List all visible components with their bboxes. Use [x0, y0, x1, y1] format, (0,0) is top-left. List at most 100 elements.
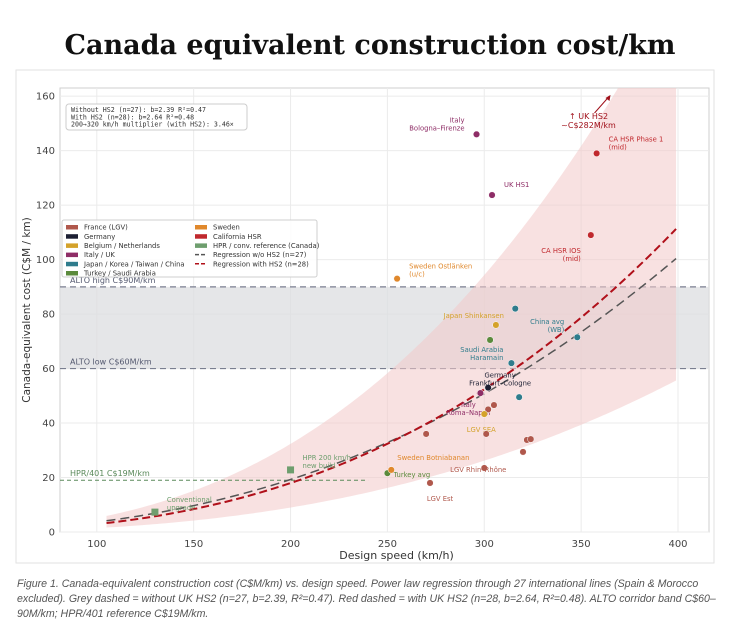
data-point	[422, 430, 430, 438]
point-label: Sweden Botniabanan	[397, 454, 469, 462]
x-tick-label: 250	[378, 539, 397, 550]
point-label: Saudi Arabia	[460, 346, 503, 354]
confidence-band	[106, 88, 677, 528]
legend-swatch	[66, 234, 78, 239]
hpr-reference-label: HPR/401 C$19M/km	[70, 469, 150, 478]
x-tick-label: 400	[668, 539, 687, 550]
data-point	[393, 275, 401, 283]
figure-frame	[15, 69, 715, 564]
stats-line: With HS2 (n=28): b=2.64 R²=0.48	[71, 113, 194, 121]
point-label: Frankfurt–Cologne	[469, 380, 531, 388]
data-point	[484, 384, 492, 392]
legend-label: Regression w/o HS2 (n=27)	[213, 251, 307, 259]
point-label: China avg	[530, 318, 564, 326]
point-label: (u/c)	[409, 271, 425, 279]
legend-swatch	[195, 243, 207, 248]
data-point	[486, 336, 494, 344]
y-tick-label: 140	[36, 146, 55, 157]
data-point	[426, 479, 434, 487]
legend-swatch	[66, 261, 78, 267]
regression-with-hs2-line	[106, 228, 677, 525]
point-label: (WB)	[548, 326, 565, 334]
legend-swatch	[66, 225, 78, 230]
point-label: Sweden Ostlänken	[409, 263, 472, 271]
legend-swatch	[195, 225, 207, 230]
data-point	[472, 130, 481, 138]
point-label: Bologna–Firenze	[409, 124, 464, 132]
point-label: new build	[303, 462, 336, 470]
legend-label: Turkey / Saudi Arabia	[83, 270, 156, 278]
point-label: CA HSR Phase 1	[609, 135, 664, 143]
y-tick-label: 100	[36, 255, 55, 266]
data-point	[387, 466, 395, 474]
legend-label: Regression with HS2 (n=28)	[213, 260, 309, 268]
data-point	[484, 405, 492, 413]
x-tick-label: 350	[572, 539, 591, 550]
legend-label: France (LGV)	[84, 224, 128, 232]
legend-label: Sweden	[213, 224, 240, 232]
y-tick-label: 120	[36, 201, 55, 212]
data-point-square	[151, 508, 159, 516]
data-point	[476, 389, 484, 397]
data-point	[482, 430, 490, 438]
legend-label: Japan / Korea / Taiwan / China	[83, 260, 185, 268]
legend-frame	[61, 219, 318, 278]
uk-hs2-label: ~C$282M/km	[561, 121, 616, 130]
data-point	[480, 464, 488, 472]
data-point	[480, 410, 488, 418]
data-point	[527, 435, 535, 443]
plot-layer: ALTO low C$60M/km ALTO high C$90M/km HPR/4…	[60, 88, 709, 528]
point-label: Turkey avg	[392, 471, 430, 479]
data-point	[490, 401, 498, 409]
y-axis-label: Canada-equivalent cost (C$M / km)	[21, 217, 33, 402]
legend-label: HPR / conv. reference (Canada)	[213, 242, 320, 250]
legend-label: Belgium / Netherlands	[84, 242, 160, 250]
uk-hs2-arrowhead	[605, 95, 611, 101]
point-label: Italy	[450, 116, 465, 124]
regression-without-hs2-line	[106, 257, 677, 522]
point-label: LGV Rhin–Rhône	[450, 466, 506, 474]
figure-caption: Figure 1. Canada-equivalent construction…	[17, 578, 716, 620]
data-point	[488, 191, 496, 199]
x-axis-label: Design speed (km/h)	[339, 549, 454, 562]
x-tick-label: 200	[281, 539, 300, 550]
y-tick-label: 160	[36, 92, 55, 103]
legend-swatch	[66, 243, 78, 248]
page-title: Canada equivalent construction cost/km	[64, 30, 676, 61]
point-label: Haramain	[470, 354, 503, 362]
x-tick-label: 300	[475, 539, 494, 550]
point-label: HPR 200 km/h	[303, 454, 351, 462]
point-label: upgrade	[167, 504, 195, 512]
y-tick-label: 20	[42, 473, 55, 484]
y-tick-label: 0	[49, 528, 55, 539]
point-label: Japan Shinkansen	[443, 312, 504, 320]
point-label: Roma–Napoli	[446, 409, 490, 417]
data-point	[573, 333, 581, 341]
stats-box-frame	[65, 103, 248, 131]
legend-swatch	[66, 271, 78, 276]
data-point	[587, 231, 595, 239]
point-label: CA HSR IOS	[541, 247, 581, 255]
data-point	[511, 305, 519, 313]
data-point	[515, 393, 523, 401]
x-tick-label: 150	[184, 539, 203, 550]
stats-line: Without HS2 (n=27): b=2.39 R²=0.47	[71, 106, 206, 114]
y-tick-label: 80	[42, 310, 55, 321]
x-tick-label: 100	[87, 539, 106, 550]
data-point	[593, 149, 601, 157]
legend-swatch	[195, 234, 207, 239]
alto-low-label: ALTO low C$60M/km	[70, 358, 152, 367]
legend-label: Italy / UK	[84, 251, 115, 259]
point-label: Conventional	[167, 496, 212, 504]
point-label: LGV SEA	[467, 426, 496, 434]
point-label: LGV Est	[427, 495, 454, 503]
legend-label: Germany	[84, 233, 115, 241]
point-label: UK HS1	[504, 181, 529, 189]
legend-swatch	[66, 252, 78, 258]
data-point	[519, 448, 527, 456]
point-label: (mid)	[609, 143, 627, 151]
point-label: Italy	[461, 401, 476, 409]
data-point-square	[287, 466, 295, 474]
